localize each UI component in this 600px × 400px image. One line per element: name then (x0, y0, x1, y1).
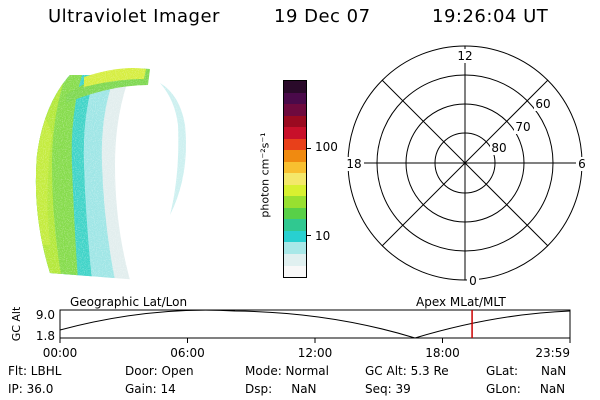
y-tick-label: 9.0 (36, 308, 55, 322)
mlat-label-70: 70 (515, 120, 530, 134)
glat-status: GLat: NaN (486, 364, 567, 378)
uv-image (35, 64, 211, 281)
x-tick-label: 06:00 (170, 346, 205, 360)
gain-status: Gain: 14 (125, 382, 176, 396)
seq-status: Seq: 39 (365, 382, 411, 396)
colorbar-band (284, 115, 306, 128)
colorbar-band (284, 104, 306, 116)
colorbar-tick-label: 10 (315, 229, 331, 243)
colorbar-tick (306, 148, 311, 149)
colorbar-tick (306, 235, 311, 236)
door-status: Door: Open (125, 364, 194, 378)
apex-coord-label: Apex MLat/MLT (416, 295, 506, 309)
timeline-frame (59, 309, 571, 339)
colorbar-band (284, 92, 306, 105)
altitude-timeline: GC Alt 9.0 1.8 00:00 06:00 12:00 18:00 2… (10, 306, 571, 360)
gc-altitude-curve (59, 309, 571, 339)
colorbar-band (284, 173, 306, 185)
x-tick-label: 18:00 (425, 346, 460, 360)
filter-status: Flt: LBHL (8, 364, 62, 378)
colorbar-unit-label: photon cm⁻²s⁻¹ (258, 132, 272, 218)
mlt-label-12: 12 (457, 49, 472, 63)
colorbar-band (284, 138, 306, 151)
gc-alt-status: GC Alt: 5.3 Re (365, 364, 449, 378)
colorbar-band (284, 207, 306, 220)
colorbar-band (284, 253, 306, 266)
glon-status: GLon: NaN (486, 382, 566, 396)
x-tick-label: 23:59 (535, 346, 570, 360)
mlat-label-80: 80 (491, 141, 506, 155)
colorbar-band (284, 265, 306, 278)
x-tick-label: 00:00 (43, 346, 78, 360)
colorbar-band (284, 161, 306, 174)
y-axis-title: GC Alt (10, 306, 23, 341)
mode-status: Mode: Normal (245, 364, 329, 378)
x-ticks (59, 338, 571, 343)
dsp-status: Dsp: NaN (245, 382, 317, 396)
colorbar-band (284, 150, 306, 162)
colorbar-band (284, 196, 306, 208)
mlt-label-18: 18 (346, 157, 361, 171)
colorbar-band (284, 219, 306, 231)
x-tick-label: 12:00 (298, 346, 333, 360)
colorbar-band (284, 81, 306, 93)
ip-status: IP: 36.0 (8, 382, 54, 396)
instrument-title: Ultraviolet Imager (48, 6, 220, 27)
colorbar-band (284, 127, 306, 139)
colorbar-band (284, 230, 306, 243)
colorbar-band (284, 184, 306, 197)
colorbar-band (284, 242, 306, 254)
mlt-label-6: 6 (578, 157, 586, 171)
auroral-emission (35, 64, 211, 281)
date-label: 19 Dec 07 (274, 6, 371, 27)
geographic-coord-label: Geographic Lat/Lon (70, 295, 188, 309)
y-tick-label: 1.8 (36, 329, 55, 343)
mlat-label-60: 60 (535, 97, 550, 111)
colorbar-tick-label: 100 (315, 140, 338, 154)
time-label: 19:26:04 UT (432, 6, 549, 27)
colorbar (283, 80, 307, 278)
mlt-line-diagonal (381, 79, 549, 247)
polar-grid: 12 18 6 0 60 70 80 (344, 45, 588, 288)
mlt-label-0: 0 (469, 274, 477, 288)
